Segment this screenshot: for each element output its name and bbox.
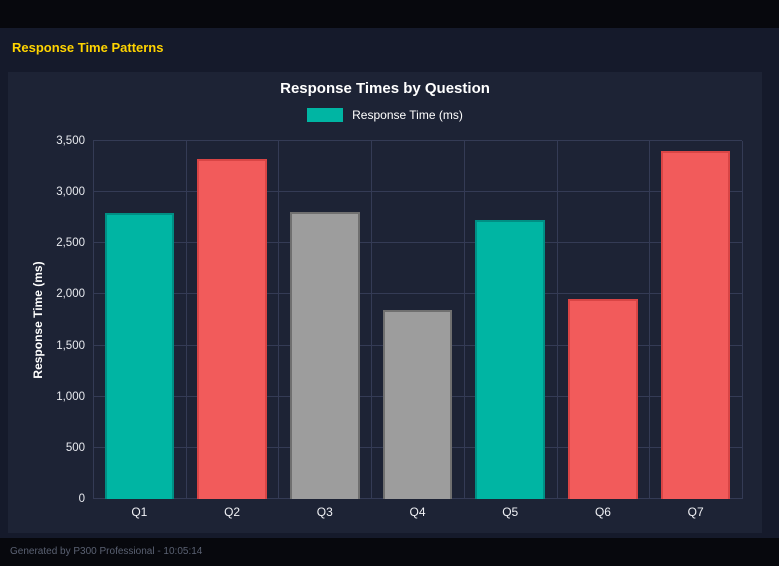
v-gridline xyxy=(93,141,94,499)
v-gridline xyxy=(185,141,187,499)
x-tick-label-Q1: Q1 xyxy=(131,505,148,519)
x-tick-label-Q6: Q6 xyxy=(594,505,611,519)
plot-area xyxy=(93,140,743,499)
bar-column-Q2 xyxy=(186,141,279,499)
v-gridline xyxy=(371,141,373,499)
legend-swatch xyxy=(307,108,344,122)
bar-column-Q7 xyxy=(649,141,742,499)
x-tick-label-Q5: Q5 xyxy=(502,505,519,519)
bar-column-Q5 xyxy=(464,141,557,499)
x-axis-ticks: Q1 Q2 Q3 Q4 Q5 Q6 Q7 xyxy=(93,503,742,521)
legend-label: Response Time (ms) xyxy=(352,108,463,122)
y-tick-label: 500 xyxy=(65,441,85,454)
h-gridline xyxy=(93,242,742,244)
v-gridline xyxy=(556,141,558,499)
legend-item-response-time[interactable]: Response Time (ms) xyxy=(8,108,762,122)
y-tick-label: 2,500 xyxy=(56,237,85,250)
bar-Q6[interactable] xyxy=(568,298,638,499)
bar-Q4[interactable] xyxy=(382,309,453,499)
bar-column-Q4 xyxy=(371,141,464,499)
h-gridline xyxy=(93,293,742,295)
bar-Q1[interactable] xyxy=(104,212,175,499)
chart-card: Response Times by Question Response Time… xyxy=(8,72,762,533)
bar-column-Q6 xyxy=(557,141,650,499)
bar-column-Q1 xyxy=(93,141,186,499)
footer-text: Generated by P300 Professional - 10:05:1… xyxy=(10,546,203,557)
main-area: Response Time Patterns Response Times by… xyxy=(0,28,779,538)
x-tick-label-Q3: Q3 xyxy=(316,505,333,519)
v-gridline xyxy=(649,141,651,499)
v-gridline xyxy=(742,141,743,499)
bar-Q3[interactable] xyxy=(290,211,360,499)
y-tick-label: 1,000 xyxy=(56,390,85,403)
x-tick-label-Q4: Q4 xyxy=(409,505,426,519)
v-gridline xyxy=(463,141,465,499)
bar-column-Q3 xyxy=(278,141,371,499)
y-tick-label: 0 xyxy=(78,493,85,505)
y-tick-label: 3,500 xyxy=(56,135,85,147)
y-axis-ticks: 0 500 1,000 1,500 2,000 2,500 3,000 3,500 xyxy=(8,135,85,505)
page-title: Response Time Patterns xyxy=(12,40,164,55)
bar-Q5[interactable] xyxy=(475,219,545,499)
y-tick-label: 3,000 xyxy=(56,186,85,199)
x-tick-label-Q7: Q7 xyxy=(687,505,704,519)
x-tick-label-Q2: Q2 xyxy=(224,505,241,519)
h-gridline xyxy=(93,140,742,141)
bar-Q7[interactable] xyxy=(660,151,731,499)
chart-title: Response Times by Question xyxy=(280,80,490,97)
y-tick-label: 1,500 xyxy=(56,339,85,352)
bar-Q2[interactable] xyxy=(197,159,267,499)
bars-row xyxy=(93,141,742,499)
y-tick-label: 2,000 xyxy=(56,288,85,301)
v-gridline xyxy=(278,141,280,499)
h-gridline xyxy=(93,191,742,193)
